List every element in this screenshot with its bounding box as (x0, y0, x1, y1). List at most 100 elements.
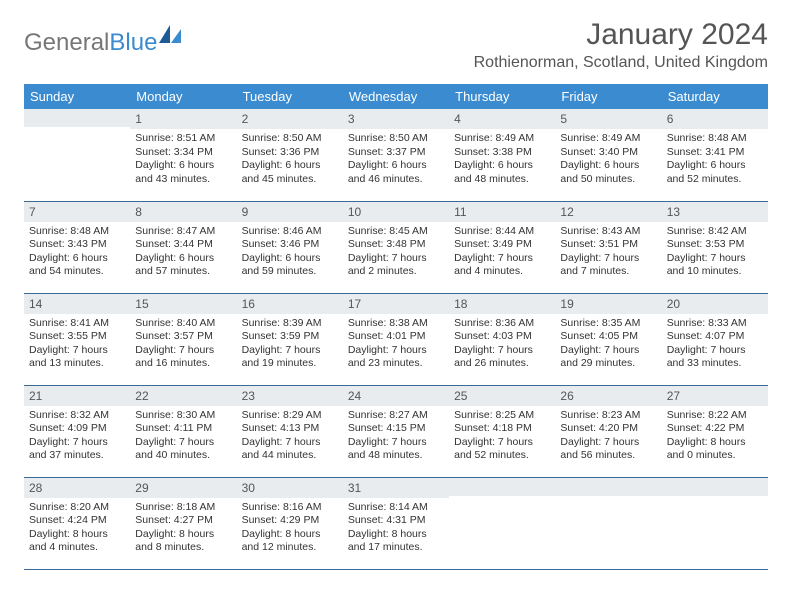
daylight-text: Daylight: 7 hours and 29 minutes. (560, 344, 656, 371)
sunrise-text: Sunrise: 8:14 AM (348, 501, 444, 515)
day-number: 30 (237, 478, 343, 498)
day-cell: 22Sunrise: 8:30 AMSunset: 4:11 PMDayligh… (130, 385, 236, 477)
daylight-text: Daylight: 7 hours and 16 minutes. (135, 344, 231, 371)
sunset-text: Sunset: 4:13 PM (242, 422, 338, 436)
sunrise-text: Sunrise: 8:30 AM (135, 409, 231, 423)
col-sun: Sunday (24, 84, 130, 109)
day-body: Sunrise: 8:48 AMSunset: 3:41 PMDaylight:… (662, 129, 768, 190)
day-number: 13 (662, 202, 768, 222)
location: Rothienorman, Scotland, United Kingdom (474, 54, 768, 72)
day-body: Sunrise: 8:29 AMSunset: 4:13 PMDaylight:… (237, 406, 343, 467)
sunrise-text: Sunrise: 8:39 AM (242, 317, 338, 331)
sunset-text: Sunset: 4:15 PM (348, 422, 444, 436)
sunset-text: Sunset: 3:43 PM (29, 238, 125, 252)
day-number: 14 (24, 294, 130, 314)
sunrise-text: Sunrise: 8:48 AM (667, 132, 763, 146)
day-body: Sunrise: 8:20 AMSunset: 4:24 PMDaylight:… (24, 498, 130, 559)
sunrise-text: Sunrise: 8:36 AM (454, 317, 550, 331)
day-cell: 6Sunrise: 8:48 AMSunset: 3:41 PMDaylight… (662, 109, 768, 201)
sunrise-text: Sunrise: 8:49 AM (454, 132, 550, 146)
sunrise-text: Sunrise: 8:49 AM (560, 132, 656, 146)
sunset-text: Sunset: 3:40 PM (560, 146, 656, 160)
day-cell: 24Sunrise: 8:27 AMSunset: 4:15 PMDayligh… (343, 385, 449, 477)
month-title: January 2024 (474, 18, 768, 52)
day-cell: 10Sunrise: 8:45 AMSunset: 3:48 PMDayligh… (343, 201, 449, 293)
day-body: Sunrise: 8:35 AMSunset: 4:05 PMDaylight:… (555, 314, 661, 375)
day-cell: 5Sunrise: 8:49 AMSunset: 3:40 PMDaylight… (555, 109, 661, 201)
day-body: Sunrise: 8:23 AMSunset: 4:20 PMDaylight:… (555, 406, 661, 467)
daylight-text: Daylight: 6 hours and 43 minutes. (135, 159, 231, 186)
day-number: 5 (555, 109, 661, 129)
sunset-text: Sunset: 4:29 PM (242, 514, 338, 528)
daylight-text: Daylight: 8 hours and 12 minutes. (242, 528, 338, 555)
day-number: 25 (449, 386, 555, 406)
daylight-text: Daylight: 8 hours and 0 minutes. (667, 436, 763, 463)
day-cell: 3Sunrise: 8:50 AMSunset: 3:37 PMDaylight… (343, 109, 449, 201)
day-body: Sunrise: 8:38 AMSunset: 4:01 PMDaylight:… (343, 314, 449, 375)
day-body: Sunrise: 8:16 AMSunset: 4:29 PMDaylight:… (237, 498, 343, 559)
day-body: Sunrise: 8:42 AMSunset: 3:53 PMDaylight:… (662, 222, 768, 283)
sunrise-text: Sunrise: 8:33 AM (667, 317, 763, 331)
week-row: 1Sunrise: 8:51 AMSunset: 3:34 PMDaylight… (24, 109, 768, 201)
day-number: 19 (555, 294, 661, 314)
daylight-text: Daylight: 7 hours and 19 minutes. (242, 344, 338, 371)
day-cell: 21Sunrise: 8:32 AMSunset: 4:09 PMDayligh… (24, 385, 130, 477)
day-cell: 17Sunrise: 8:38 AMSunset: 4:01 PMDayligh… (343, 293, 449, 385)
day-body: Sunrise: 8:32 AMSunset: 4:09 PMDaylight:… (24, 406, 130, 467)
day-cell (449, 477, 555, 569)
day-number (662, 478, 768, 496)
sunset-text: Sunset: 4:27 PM (135, 514, 231, 528)
day-body: Sunrise: 8:43 AMSunset: 3:51 PMDaylight:… (555, 222, 661, 283)
sunrise-text: Sunrise: 8:20 AM (29, 501, 125, 515)
sunrise-text: Sunrise: 8:48 AM (29, 225, 125, 239)
daylight-text: Daylight: 7 hours and 52 minutes. (454, 436, 550, 463)
day-number: 17 (343, 294, 449, 314)
sunset-text: Sunset: 3:36 PM (242, 146, 338, 160)
day-number: 24 (343, 386, 449, 406)
title-block: January 2024 Rothienorman, Scotland, Uni… (474, 18, 768, 72)
col-thu: Thursday (449, 84, 555, 109)
daylight-text: Daylight: 6 hours and 54 minutes. (29, 252, 125, 279)
sunrise-text: Sunrise: 8:44 AM (454, 225, 550, 239)
sunset-text: Sunset: 3:57 PM (135, 330, 231, 344)
day-body: Sunrise: 8:50 AMSunset: 3:37 PMDaylight:… (343, 129, 449, 190)
daylight-text: Daylight: 7 hours and 23 minutes. (348, 344, 444, 371)
day-body: Sunrise: 8:25 AMSunset: 4:18 PMDaylight:… (449, 406, 555, 467)
day-cell: 19Sunrise: 8:35 AMSunset: 4:05 PMDayligh… (555, 293, 661, 385)
sunrise-text: Sunrise: 8:40 AM (135, 317, 231, 331)
day-number: 15 (130, 294, 236, 314)
daylight-text: Daylight: 7 hours and 33 minutes. (667, 344, 763, 371)
day-body: Sunrise: 8:27 AMSunset: 4:15 PMDaylight:… (343, 406, 449, 467)
daylight-text: Daylight: 7 hours and 48 minutes. (348, 436, 444, 463)
daylight-text: Daylight: 7 hours and 44 minutes. (242, 436, 338, 463)
sunset-text: Sunset: 3:38 PM (454, 146, 550, 160)
daylight-text: Daylight: 7 hours and 7 minutes. (560, 252, 656, 279)
sunset-text: Sunset: 4:31 PM (348, 514, 444, 528)
day-cell: 26Sunrise: 8:23 AMSunset: 4:20 PMDayligh… (555, 385, 661, 477)
week-row: 14Sunrise: 8:41 AMSunset: 3:55 PMDayligh… (24, 293, 768, 385)
sunset-text: Sunset: 4:18 PM (454, 422, 550, 436)
day-cell: 8Sunrise: 8:47 AMSunset: 3:44 PMDaylight… (130, 201, 236, 293)
day-cell: 20Sunrise: 8:33 AMSunset: 4:07 PMDayligh… (662, 293, 768, 385)
day-cell: 28Sunrise: 8:20 AMSunset: 4:24 PMDayligh… (24, 477, 130, 569)
day-number: 7 (24, 202, 130, 222)
col-tue: Tuesday (237, 84, 343, 109)
sunset-text: Sunset: 3:46 PM (242, 238, 338, 252)
day-body: Sunrise: 8:14 AMSunset: 4:31 PMDaylight:… (343, 498, 449, 559)
col-fri: Friday (555, 84, 661, 109)
day-cell: 27Sunrise: 8:22 AMSunset: 4:22 PMDayligh… (662, 385, 768, 477)
day-number: 10 (343, 202, 449, 222)
col-sat: Saturday (662, 84, 768, 109)
sunset-text: Sunset: 3:44 PM (135, 238, 231, 252)
day-body: Sunrise: 8:36 AMSunset: 4:03 PMDaylight:… (449, 314, 555, 375)
sunset-text: Sunset: 4:07 PM (667, 330, 763, 344)
daylight-text: Daylight: 7 hours and 40 minutes. (135, 436, 231, 463)
col-mon: Monday (130, 84, 236, 109)
day-body: Sunrise: 8:45 AMSunset: 3:48 PMDaylight:… (343, 222, 449, 283)
day-number: 12 (555, 202, 661, 222)
week-row: 28Sunrise: 8:20 AMSunset: 4:24 PMDayligh… (24, 477, 768, 569)
logo-sail-icon (159, 22, 181, 50)
day-number: 16 (237, 294, 343, 314)
sunset-text: Sunset: 3:51 PM (560, 238, 656, 252)
col-wed: Wednesday (343, 84, 449, 109)
